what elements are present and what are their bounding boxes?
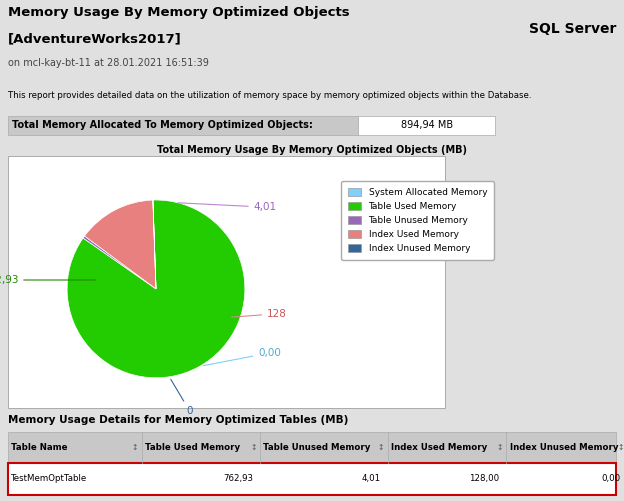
Text: ↕: ↕ bbox=[250, 443, 256, 452]
Text: ↕: ↕ bbox=[496, 443, 503, 452]
Text: 762,93: 762,93 bbox=[223, 474, 253, 483]
Text: Table Name: Table Name bbox=[11, 443, 68, 452]
Text: 4,01: 4,01 bbox=[178, 202, 277, 212]
FancyBboxPatch shape bbox=[8, 116, 358, 135]
Wedge shape bbox=[83, 236, 156, 289]
FancyBboxPatch shape bbox=[358, 116, 495, 135]
Text: Memory Usage By Memory Optimized Objects: Memory Usage By Memory Optimized Objects bbox=[8, 7, 349, 20]
Text: 762,93: 762,93 bbox=[0, 275, 95, 285]
Text: 0,00: 0,00 bbox=[602, 474, 620, 483]
Legend: System Allocated Memory, Table Used Memory, Table Unused Memory, Index Used Memo: System Allocated Memory, Table Used Memo… bbox=[341, 181, 494, 260]
Text: [AdventureWorks2017]: [AdventureWorks2017] bbox=[8, 32, 182, 45]
Text: Index Unused Memory: Index Unused Memory bbox=[510, 443, 618, 452]
Text: on mcl-kay-bt-11 at 28.01.2021 16:51:39: on mcl-kay-bt-11 at 28.01.2021 16:51:39 bbox=[8, 58, 209, 68]
FancyBboxPatch shape bbox=[8, 463, 616, 494]
Text: ↕: ↕ bbox=[132, 443, 138, 452]
Text: 4,01: 4,01 bbox=[361, 474, 381, 483]
Text: 128,00: 128,00 bbox=[469, 474, 499, 483]
Text: SQL Server: SQL Server bbox=[529, 23, 616, 37]
Wedge shape bbox=[153, 200, 156, 289]
Text: ↕: ↕ bbox=[378, 443, 384, 452]
Wedge shape bbox=[153, 200, 156, 289]
FancyBboxPatch shape bbox=[8, 156, 445, 408]
Wedge shape bbox=[67, 200, 245, 378]
Text: 894,94 MB: 894,94 MB bbox=[401, 120, 454, 130]
Text: Index Used Memory: Index Used Memory bbox=[391, 443, 487, 452]
Text: 0: 0 bbox=[171, 379, 193, 416]
Text: Memory Usage Details for Memory Optimized Tables (MB): Memory Usage Details for Memory Optimize… bbox=[8, 415, 348, 425]
Text: This report provides detailed data on the utilization of memory space by memory : This report provides detailed data on th… bbox=[8, 91, 532, 100]
Text: TestMemOptTable: TestMemOptTable bbox=[11, 474, 87, 483]
Text: Table Unused Memory: Table Unused Memory bbox=[263, 443, 371, 452]
Text: 128: 128 bbox=[232, 309, 287, 319]
Text: Table Used Memory: Table Used Memory bbox=[145, 443, 240, 452]
Text: Total Memory Usage By Memory Optimized Objects (MB): Total Memory Usage By Memory Optimized O… bbox=[157, 145, 467, 155]
FancyBboxPatch shape bbox=[8, 431, 616, 463]
Text: ↕: ↕ bbox=[618, 443, 624, 452]
Wedge shape bbox=[85, 200, 156, 289]
Text: Total Memory Allocated To Memory Optimized Objects:: Total Memory Allocated To Memory Optimiz… bbox=[12, 120, 313, 130]
Text: 0,00: 0,00 bbox=[203, 348, 281, 366]
